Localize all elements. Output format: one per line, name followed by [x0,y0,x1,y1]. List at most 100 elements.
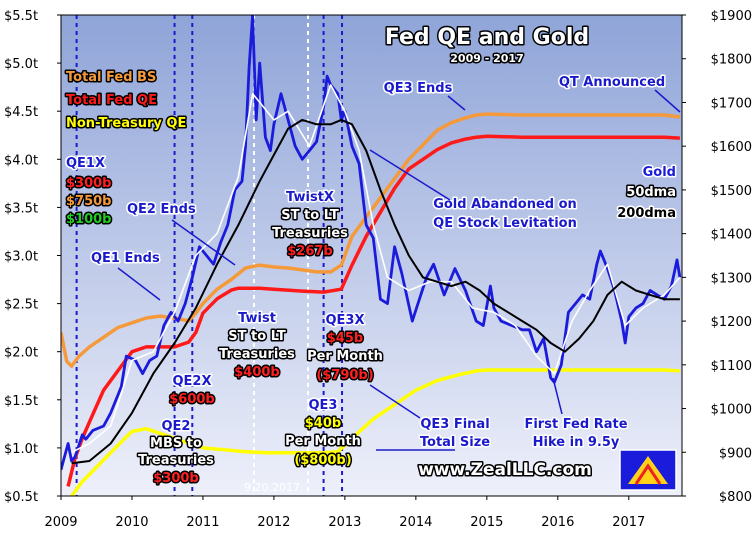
series-non-treasury-qe [70,368,681,496]
date-stamp: 9.20.2017 [244,481,300,494]
x-tick-label: 2010 [115,515,148,530]
annot-qe2x-title: QE2X [173,374,212,389]
y-left-tick-label: $4.5t [4,105,38,120]
arrow-qe2-ends [171,219,236,266]
annot-twistx-line-2: Treasuries [272,226,348,241]
y-right-tick-label: $900 [719,446,752,461]
annot-gold-abandoned-1: Gold Abandoned on [433,197,577,212]
annot-qe2-line-2: Treasuries [138,453,214,468]
x-tick-label: 2012 [257,515,290,530]
y-left-tick-label: $3.5t [4,201,38,216]
y-right-tick-label: $1100 [711,359,752,374]
y-right-tick-label: $1000 [711,403,752,418]
y-left-tick-label: $0.5t [4,490,38,505]
y-left-tick-label: $5.5t [4,9,38,24]
annot-qt-announced: QT Announced [559,75,665,90]
y-right-tick-label: $800 [719,490,752,505]
y-right-tick-label: $1600 [711,140,752,155]
annot-gold-abandoned-2: QE Stock Levitation [433,216,577,231]
y-left-tick-label: $2.0t [4,346,38,361]
annot-qe1x-amount-3: $100b [66,212,112,227]
annot-qe3x-title: QE3X [326,313,365,328]
annot-twist-title: Twist [238,311,276,326]
logo-mark-inner [634,463,662,485]
annot-qe3-total: ($800b) [294,453,351,468]
plot-frame [60,14,683,497]
axis-ticks: 2009 2010 2011 2012 2013 2014 2015 2016 2017 $0.5… [4,9,752,530]
annot-qe3-ends: QE3 Ends [384,81,453,96]
series-200dma [71,118,680,465]
annot-qe3-amount: $40b [305,416,341,431]
annot-qe2-ends: QE2 Ends [127,202,196,217]
annot-qe3x-amount: $45b [327,331,363,346]
annot-first-hike-2: Hike in 9.5y [533,435,620,450]
annot-qe2-line-1: MBS to [150,436,202,451]
series-total-fed-bs [61,112,681,368]
arrow-gold-abandoned [369,149,451,201]
y-left-tick-label: $1.5t [4,394,38,409]
legend-non-treasury-qe: Non-Treasury QE [66,116,186,131]
annot-first-hike-1: First Fed Rate [524,417,627,432]
y-right-tick-label: $1400 [711,228,752,243]
annot-twistx-title: TwistX [286,190,334,205]
x-tick-label: 2013 [328,515,361,530]
y-right-tick-label: $1800 [711,53,752,68]
logo-mark [628,456,668,484]
y-right-tick-label: $1300 [711,271,752,286]
y-left-tick-label: $2.5t [4,298,38,313]
plot-background [61,15,682,496]
arrow-qt-announced [654,89,681,113]
legend-50dma: 50dma [626,185,676,200]
x-tick-label: 2017 [612,515,645,530]
annot-qe3-final-1: QE3 Final [420,417,489,432]
annot-qe3x-total: ($790b) [316,368,373,383]
series-lines [61,15,682,496]
x-tick-label: 2015 [470,515,503,530]
annot-qe2-title: QE2 [162,419,191,434]
y-right-tick-label: $1700 [711,96,752,111]
zeal-logo [619,449,677,491]
annot-twistx-amount: $267b [287,244,333,259]
annot-twistx-line-1: ST to LT [281,208,339,223]
x-tick-label: 2016 [541,515,574,530]
y-right-tick-label: $1900 [711,9,752,24]
y-left-tick-label: $4.0t [4,153,38,168]
y-left-tick-label: $3.0t [4,250,38,265]
annot-qe1-ends: QE1 Ends [91,251,160,266]
chart-subtitle: 2009 - 2017 [450,52,523,65]
y-right-tick-label: $1200 [711,315,752,330]
annot-qe2x-amount: $600b [169,392,215,407]
annot-qe3-title: QE3 [309,398,338,413]
annot-qe2-amount: $300b [153,471,199,486]
series-total-fed-qe [66,134,681,487]
arrow-first-hike [552,377,563,415]
annot-twist-line-1: ST to LT [228,329,286,344]
annot-qe1x-title: QE1X [66,156,105,171]
annot-twist-amount: $400b [234,365,280,380]
annot-qe3x-line: Per Month [307,349,383,364]
legend-200dma: 200dma [617,206,676,221]
arrow-qe3-final [369,384,421,419]
y-left-tick-label: $5.0t [4,57,38,72]
annot-qe3-final-2: Total Size [420,435,490,450]
legend-gold: Gold [643,165,676,180]
y-right-tick-label: $1500 [711,184,752,199]
annot-twist-line-2: Treasuries [219,347,295,362]
annot-qe1x-amount-1: $300b [66,176,112,191]
legend-total-fed-bs: Total Fed BS [66,70,156,85]
arrow-qe1-ends [117,267,161,301]
arrow-qe3-ends [447,95,466,111]
x-tick-label: 2009 [44,515,77,530]
chart-title: Fed QE and Gold [385,25,589,50]
legend-total-fed-qe: Total Fed QE [66,93,157,108]
y-left-tick-label: $1.0t [4,442,38,457]
website-label: www.ZealLLC.com [418,460,592,480]
annot-qe3-line: Per Month [285,434,361,449]
x-tick-label: 2011 [186,515,219,530]
annotation-arrows [117,89,681,451]
annotations: QE1X $300b $750b $100b QE2 Ends QE1 Ends… [65,74,667,488]
annot-qe1x-amount-2: $750b [66,194,112,209]
series-50dma [71,84,681,454]
